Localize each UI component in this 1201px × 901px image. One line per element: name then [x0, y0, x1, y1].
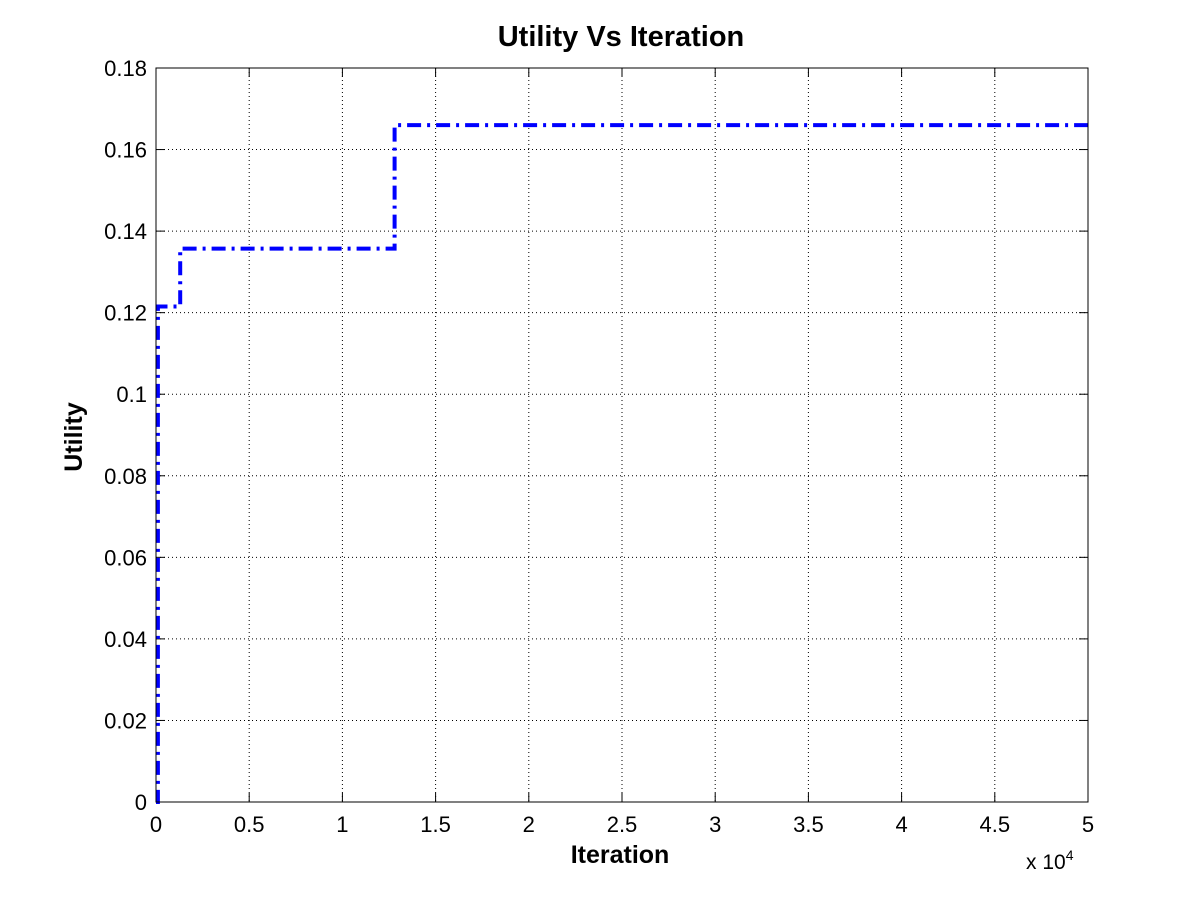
x-tick-label: 0.5 [234, 812, 265, 837]
y-tick-label: 0.14 [104, 219, 147, 244]
x-tick-label: 4.5 [980, 812, 1011, 837]
plot-area [155, 67, 1089, 803]
y-tick-label: 0.06 [104, 545, 147, 570]
x-tick-label: 2 [523, 812, 535, 837]
y-axis-label: Utility [60, 402, 88, 472]
x-tick-label: 0 [150, 812, 162, 837]
x-axis-label: Iteration [571, 841, 670, 869]
x-tick-label: 5 [1082, 812, 1094, 837]
x-tick-label: 3 [709, 812, 721, 837]
x-tick-label: 3.5 [793, 812, 824, 837]
y-tick-label: 0.08 [104, 464, 147, 489]
x-tick-label: 1.5 [420, 812, 451, 837]
y-tick-labels: 0 0.02 0.04 0.06 0.08 0.1 0.12 0.14 0.16 0.18 [104, 56, 147, 815]
grid-lines [156, 68, 1088, 802]
y-tick-label: 0.04 [104, 627, 147, 652]
plot-frame [155, 67, 1089, 803]
x-tick-labels: 0 0.5 1 1.5 2 2.5 3 3.5 4 4.5 5 [150, 812, 1094, 837]
y-tick-label: 0.12 [104, 301, 147, 326]
x-tick-label: 2.5 [607, 812, 638, 837]
y-tick-label: 0.16 [104, 138, 147, 163]
chart-title: Utility Vs Iteration [498, 21, 745, 53]
x-tick-label: 4 [895, 812, 907, 837]
x-axis-multiplier-exponent: 4 [1066, 847, 1074, 863]
x-axis-multiplier-base: x 10 [1026, 851, 1066, 874]
y-tick-label: 0.18 [104, 56, 147, 81]
y-tick-label: 0.02 [104, 708, 147, 733]
x-tick-label: 1 [336, 812, 348, 837]
y-tick-label: 0.1 [116, 382, 147, 407]
y-tick-label: 0 [135, 790, 147, 815]
x-axis-multiplier: x 104 [1026, 847, 1074, 874]
